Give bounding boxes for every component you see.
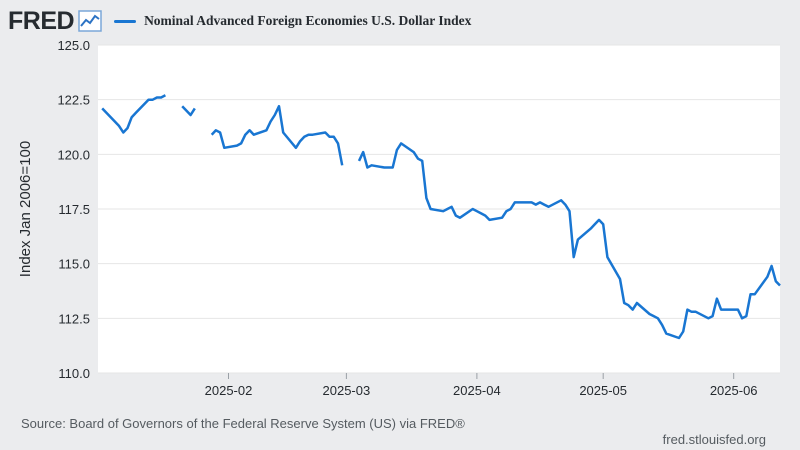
y-tick-label: 125.0 xyxy=(57,38,90,53)
legend-swatch xyxy=(114,19,137,23)
y-tick-label: 112.5 xyxy=(58,311,90,326)
fred-logo[interactable]: FRED xyxy=(8,6,75,35)
x-tick-label: 2025-06 xyxy=(710,383,758,398)
source-note: Source: Board of Governors of the Federa… xyxy=(21,416,465,431)
grid-lines xyxy=(98,44,780,374)
y-tick-label: 115.0 xyxy=(58,257,90,272)
y-tick-label: 122.5 xyxy=(57,93,90,108)
y-tick-label: 120.0 xyxy=(57,147,90,162)
chart-legend: Nominal Advanced Foreign Economies U.S. … xyxy=(114,13,471,29)
x-tick-label: 2025-05 xyxy=(579,383,627,398)
x-tick-label: 2025-04 xyxy=(453,383,501,398)
legend-label: Nominal Advanced Foreign Economies U.S. … xyxy=(144,13,472,28)
y-axis-ticks: 110.0 112.5 115.0 117.5 120.0 122.5 125.0 xyxy=(57,38,90,381)
series-line xyxy=(101,94,166,134)
y-tick-label: 117.5 xyxy=(58,202,90,217)
series-line xyxy=(357,142,781,340)
site-url[interactable]: fred.stlouisfed.org xyxy=(662,432,766,447)
series-line xyxy=(181,105,196,117)
series-group xyxy=(101,94,781,340)
chart-line-icon xyxy=(78,10,102,32)
x-axis-ticks: 2025-02 2025-03 2025-04 2025-05 2025-06 xyxy=(205,373,758,398)
y-axis-title: Index Jan 2006=100 xyxy=(17,141,34,277)
x-tick-label: 2025-03 xyxy=(323,383,371,398)
series-line xyxy=(210,104,344,166)
y-tick-label: 110.0 xyxy=(58,366,90,381)
header: FRED Nominal Advanced Foreign Economies … xyxy=(8,6,471,36)
x-tick-label: 2025-02 xyxy=(205,383,253,398)
